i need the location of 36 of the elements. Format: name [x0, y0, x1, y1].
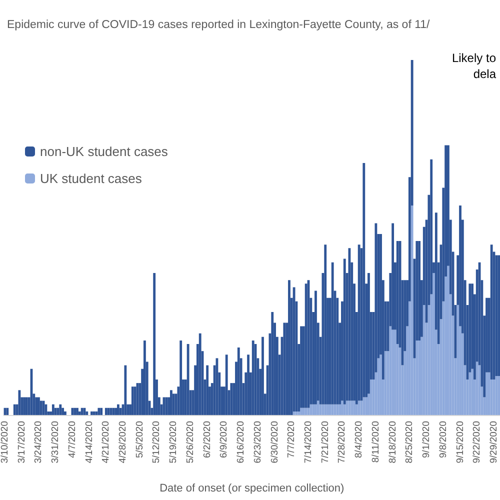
- x-tick-label: 9/29/2020: [488, 421, 500, 464]
- annotation: dela: [473, 67, 496, 81]
- x-tick-label: 3/10/2020: [0, 421, 10, 464]
- x-tick-label: 9/1/2020: [421, 421, 432, 458]
- x-tick-label: 5/12/2020: [151, 421, 162, 464]
- x-tick-label: 9/22/2020: [472, 421, 483, 464]
- x-tick-label: 8/11/2020: [370, 421, 382, 463]
- x-tick-label: 5/19/2020: [168, 421, 180, 464]
- x-tick-label: 4/7/2020: [66, 421, 78, 458]
- chart-title: Epidemic curve of COVID-19 cases reported in Lexington-Fayette County, as of 11/: [7, 19, 431, 31]
- x-tick-label: 7/7/2020: [286, 421, 298, 458]
- x-tick-label: 5/5/2020: [134, 421, 146, 458]
- x-tick-label: 8/4/2020: [354, 421, 365, 458]
- annotation: Likely to: [452, 51, 496, 65]
- x-tick-label: 4/28/2020: [118, 421, 129, 464]
- x-tick-label: 8/25/2020: [404, 421, 416, 464]
- x-tick-label: 7/28/2020: [336, 421, 348, 464]
- x-tick-label: 6/16/2020: [236, 421, 247, 464]
- x-axis-title: Date of onset (or specimen collection): [160, 482, 344, 494]
- x-tick-label: 6/2/2020: [202, 421, 213, 458]
- x-tick-label: 3/17/2020: [16, 421, 28, 464]
- x-tick-label: 9/15/2020: [454, 421, 466, 464]
- x-tick-label: 5/26/2020: [184, 421, 196, 464]
- x-tick-label: 7/21/2020: [320, 421, 331, 464]
- x-tick-label: 4/21/2020: [100, 421, 112, 464]
- x-tick-label: 9/8/2020: [438, 421, 449, 458]
- x-tick-label: 6/9/2020: [218, 421, 230, 458]
- legend-label: UK student cases: [40, 171, 142, 186]
- x-tick-label: 4/14/2020: [84, 421, 95, 464]
- x-tick-label: 7/14/2020: [303, 421, 314, 464]
- x-tick-label: 6/30/2020: [269, 421, 280, 464]
- x-tick-label: 3/31/2020: [50, 421, 62, 464]
- x-tick-label: 8/18/2020: [387, 421, 398, 464]
- legend-label: non-UK student cases: [40, 144, 168, 159]
- x-tick-label: 3/24/2020: [33, 421, 44, 464]
- x-tick-label: 6/23/2020: [252, 421, 264, 464]
